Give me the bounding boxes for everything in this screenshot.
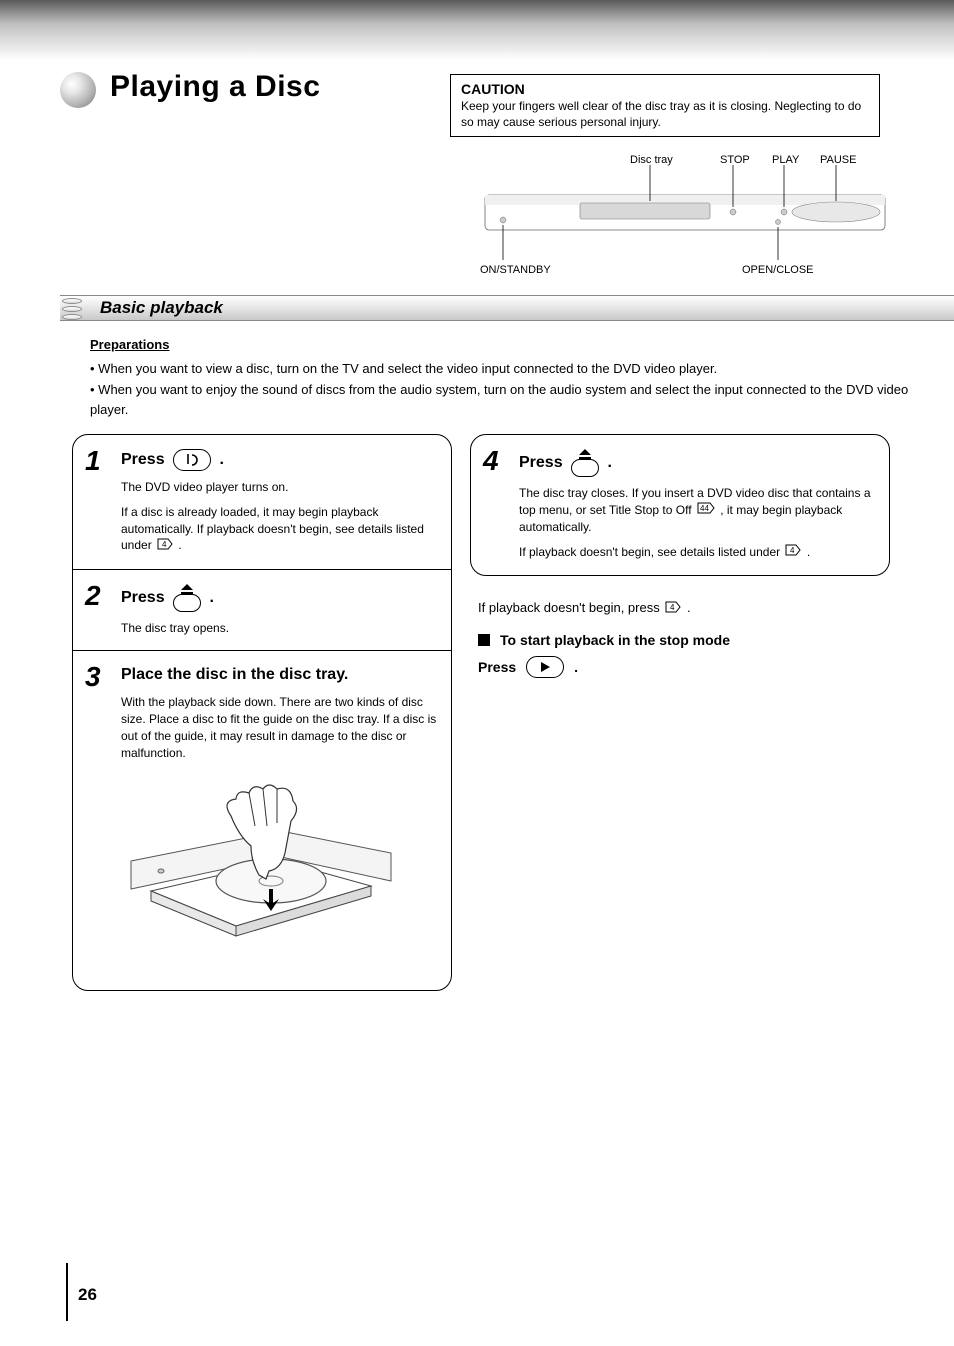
prep-heading: Preparations xyxy=(90,335,930,355)
sp-ref-after: . xyxy=(687,600,691,615)
steps-box-right: 4 Press . The disc tray closes. If you i… xyxy=(470,434,890,576)
section-bar: Basic playback xyxy=(60,295,954,321)
svg-text:4: 4 xyxy=(162,540,167,549)
power-button-icon xyxy=(173,449,211,471)
step-4-num: 4 xyxy=(483,445,499,477)
eject-button-icon xyxy=(571,459,599,477)
page-ref-icon: 44 xyxy=(697,502,715,519)
step-1-num: 1 xyxy=(85,445,101,477)
start-play-block: If playback doesn't begin, press 4 . To … xyxy=(478,600,890,678)
sp-before: Press xyxy=(478,659,516,675)
step-1-after: . xyxy=(220,451,224,468)
caution-label: CAUTION xyxy=(461,81,869,97)
step-4: 4 Press . The disc tray closes. If you i… xyxy=(471,435,889,575)
caution-text: Keep your fingers well clear of the disc… xyxy=(461,99,869,130)
callout-stop: STOP xyxy=(720,155,750,166)
step-4-l2b: . xyxy=(807,545,810,559)
step-1-line2b: . xyxy=(178,538,181,552)
step-2: 2 Press . The disc tray opens. xyxy=(73,570,451,652)
step-3-note: With the playback side down. There are t… xyxy=(121,694,437,761)
step-2-before: Press xyxy=(121,589,165,606)
step-3-num: 3 xyxy=(85,661,101,693)
player-diagram: Disc tray STOP PLAY PAUSE ON/STANDBY OPE… xyxy=(480,155,910,295)
steps-box-left: 1 Press . The DVD video player turns on.… xyxy=(72,434,452,991)
step-4-after: . xyxy=(608,454,612,471)
step-2-after: . xyxy=(210,589,214,606)
svg-text:44: 44 xyxy=(700,504,709,513)
page-ref-icon: 4 xyxy=(785,544,801,561)
section-bar-label: Basic playback xyxy=(100,298,223,318)
page-ref-icon: 4 xyxy=(665,601,681,616)
play-button-icon xyxy=(526,656,564,678)
sphere-icon xyxy=(60,72,96,108)
step-4-before: Press xyxy=(519,454,563,471)
eject-icon xyxy=(578,449,592,459)
page-number: 26 xyxy=(78,1285,97,1305)
sp-ref-before: If playback doesn't begin, press xyxy=(478,600,663,615)
step-4-l2a: If playback doesn't begin, see details l… xyxy=(519,545,783,559)
sp-after: . xyxy=(574,659,578,675)
callout-play: PLAY xyxy=(772,155,800,166)
sp-heading: To start playback in the stop mode xyxy=(500,632,730,648)
insert-disc-illustration xyxy=(121,771,401,971)
step-2-num: 2 xyxy=(85,580,101,612)
step-1: 1 Press . The DVD video player turns on.… xyxy=(73,435,451,570)
callout-pause: PAUSE xyxy=(820,155,856,166)
caution-box: CAUTION Keep your fingers well clear of … xyxy=(450,74,880,137)
callout-disc-tray: Disc tray xyxy=(630,155,673,166)
title-text: Playing a Disc xyxy=(110,70,320,104)
top-gradient xyxy=(0,0,954,60)
eject-icon xyxy=(180,584,194,594)
step-1-before: Press xyxy=(121,451,165,468)
preparations-block: Preparations • When you want to view a d… xyxy=(90,335,930,419)
square-bullet-icon xyxy=(478,634,490,646)
step-2-line1: The disc tray opens. xyxy=(121,620,437,637)
page-ref-icon: 4 xyxy=(157,538,173,555)
step-1-line1: The DVD video player turns on. xyxy=(121,480,288,494)
eject-button-icon xyxy=(173,594,201,612)
callout-on-standby: ON/STANDBY xyxy=(480,264,551,276)
svg-text:4: 4 xyxy=(790,546,795,555)
svg-text:4: 4 xyxy=(670,603,675,612)
prep-item-2: When you want to enjoy the sound of disc… xyxy=(90,382,908,417)
prep-item-1: When you want to view a disc, turn on th… xyxy=(98,361,717,376)
step-3: 3 Place the disc in the disc tray. With … xyxy=(73,651,451,990)
callout-open-close: OPEN/CLOSE xyxy=(742,264,814,276)
page-number-bar xyxy=(66,1263,68,1321)
step-3-instr: Place the disc in the disc tray. xyxy=(121,665,437,686)
